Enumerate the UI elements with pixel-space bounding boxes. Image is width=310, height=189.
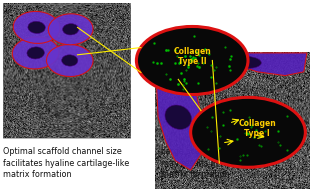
Ellipse shape: [62, 55, 78, 66]
Ellipse shape: [27, 47, 44, 59]
Ellipse shape: [63, 24, 79, 35]
Bar: [3, 4, 130, 138]
Text: Large scaffold channel size
may results in fibrocartilage
matrix formation: Large scaffold channel size may results …: [161, 147, 275, 179]
Circle shape: [191, 97, 305, 167]
Ellipse shape: [165, 105, 192, 129]
Ellipse shape: [232, 56, 261, 68]
Text: Collagen
Type II: Collagen Type II: [173, 47, 211, 66]
Ellipse shape: [13, 11, 60, 43]
Ellipse shape: [12, 37, 59, 69]
Polygon shape: [157, 66, 203, 170]
Ellipse shape: [48, 14, 93, 45]
Ellipse shape: [28, 21, 45, 33]
Ellipse shape: [46, 44, 93, 77]
Text: Optimal scaffold channel size
facilitates hyaline cartilage-like
matrix formatio: Optimal scaffold channel size facilitate…: [3, 147, 129, 179]
Circle shape: [136, 26, 248, 94]
Polygon shape: [175, 53, 307, 76]
Text: Collagen
Type I: Collagen Type I: [238, 119, 276, 138]
